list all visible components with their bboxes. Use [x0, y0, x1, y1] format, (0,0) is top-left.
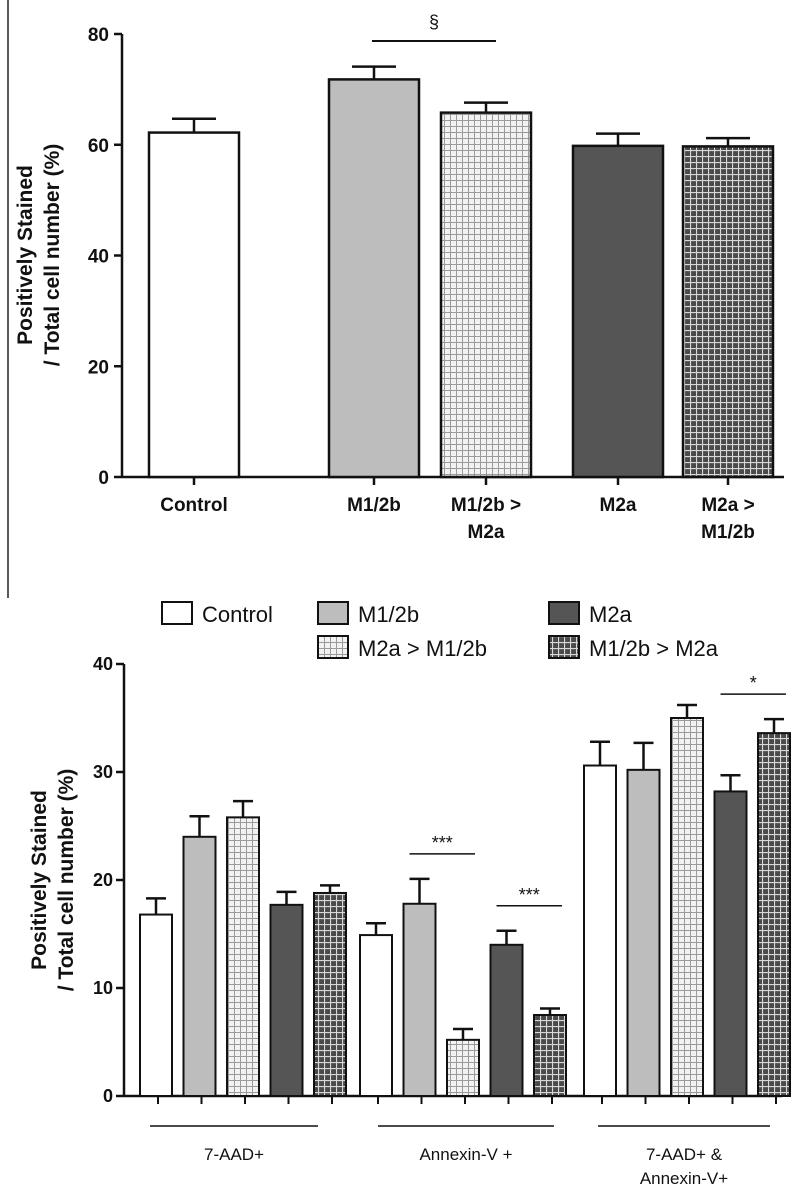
bar [182, 835, 217, 1097]
chart-top: 0 20 40 60 80 Positively Stained / Total cell … [14, 12, 784, 543]
bar [226, 816, 260, 1097]
significance-label: * [750, 673, 757, 693]
bar [681, 145, 775, 479]
bar [147, 131, 241, 479]
y-tick-label: 60 [88, 136, 109, 157]
y-axis-label-line: / Total cell number (%) [55, 769, 78, 991]
legend-swatch [317, 635, 349, 659]
group-label: Annexin-V+ [640, 1169, 728, 1188]
x-tick-label: M1/2b [347, 495, 401, 516]
x-tick-label: M2a [600, 495, 637, 516]
significance-label: *** [432, 833, 453, 853]
x-tick-label: M2a [468, 522, 505, 543]
legend-swatch [161, 601, 193, 625]
significance-label: *** [519, 885, 540, 905]
bar [269, 903, 304, 1098]
y-tick-label: 20 [88, 357, 109, 378]
bar [327, 78, 421, 479]
y-tick-label: 40 [93, 654, 113, 674]
bar [713, 790, 748, 1097]
x-tick-label: M1/2b [701, 522, 755, 543]
y-tick-label: 20 [93, 870, 113, 890]
bar [313, 891, 347, 1098]
legend-swatch [317, 601, 349, 625]
y-tick-label: 10 [93, 978, 113, 998]
bar [489, 943, 524, 1097]
bar [583, 764, 617, 1098]
bar [670, 717, 704, 1097]
y-tick-label: 80 [88, 25, 109, 46]
legend-label: M1/2b [358, 602, 419, 627]
bar [757, 732, 791, 1097]
group-label: 7-AAD+ [204, 1145, 264, 1164]
legend-label: M2a > M1/2b [358, 636, 487, 661]
y-axis-label: Positively Stained / Total cell number (%… [14, 144, 64, 366]
bar [139, 913, 173, 1097]
legend-swatch [548, 635, 580, 659]
bar [402, 902, 437, 1098]
bar [571, 144, 665, 479]
bar [359, 934, 393, 1098]
bar [626, 768, 661, 1098]
y-axis-label-line: / Total cell number (%) [41, 144, 64, 366]
x-tick-label: M1/2b > [451, 495, 521, 516]
y-tick-label: 0 [98, 468, 109, 489]
bar [446, 1038, 480, 1097]
bar [533, 1014, 567, 1097]
legend-swatch [548, 601, 580, 625]
y-tick-label: 40 [88, 247, 109, 268]
y-tick-label: 30 [93, 762, 113, 782]
chart-bottom: 0 10 20 30 40 Positively Stained / Total cell … [28, 601, 791, 1188]
y-tick-label: 0 [103, 1086, 113, 1106]
legend-label: M2a [589, 602, 633, 627]
group-label: 7-AAD+ & [646, 1145, 723, 1164]
x-tick-label: Control [160, 495, 228, 516]
significance-label: § [429, 12, 439, 32]
y-axis-label-line: Positively Stained [28, 790, 51, 970]
bar [439, 111, 533, 479]
legend-label: Control [202, 602, 273, 627]
x-tick-label: M2a > [701, 495, 754, 516]
legend-label: M1/2b > M2a [589, 636, 719, 661]
y-axis-label: Positively Stained / Total cell number (%… [28, 769, 78, 991]
y-axis-label-line: Positively Stained [14, 165, 37, 345]
group-label: Annexin-V + [419, 1145, 512, 1164]
